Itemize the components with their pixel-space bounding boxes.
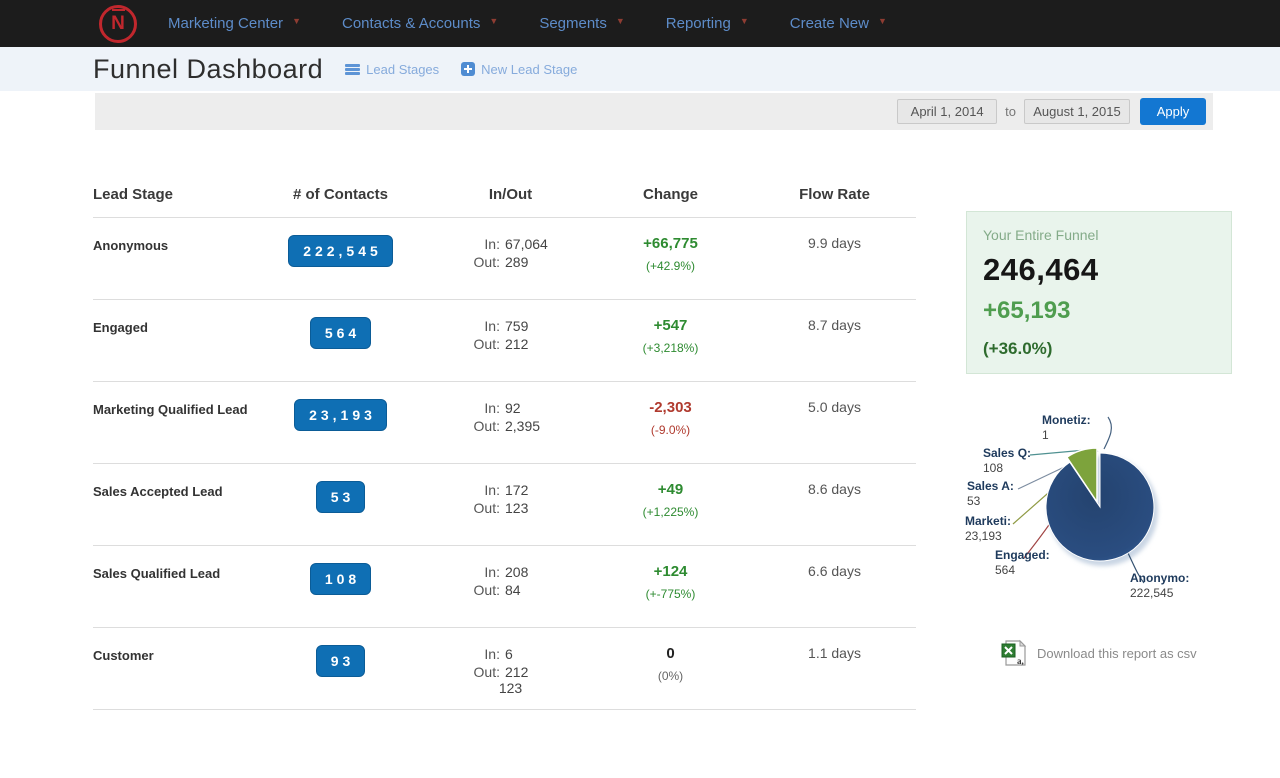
new-lead-stage-link[interactable]: New Lead Stage	[461, 62, 577, 77]
in-out-cell: In: 6 Out: 212 123	[473, 646, 529, 696]
funnel-pie-chart: Monetiz: 1 Sales Q: 108 Sales A: 53 Mark…	[958, 393, 1258, 628]
pie-label-sales-accepted: Sales A: 53	[967, 479, 1014, 508]
change-cell: +66,775 (+42.9%)	[643, 235, 698, 273]
table-header-row: Lead Stage # of Contacts In/Out Change F…	[93, 186, 916, 218]
change-cell: +547 (+3,218%)	[642, 317, 699, 355]
pie-label-sales-qualified: Sales Q: 108	[983, 446, 1032, 475]
pie-slice-marketing-qualified[interactable]	[1065, 447, 1098, 505]
change-cell: -2,303 (-9.0%)	[649, 399, 692, 437]
contacts-badge[interactable]: 108	[309, 563, 372, 595]
page-title: Funnel Dashboard	[93, 53, 324, 84]
stage-name: Customer	[93, 648, 154, 663]
in-out-cell: In: 67,064 Out: 289	[473, 236, 548, 270]
chevron-down-icon: ▼	[877, 15, 887, 26]
contacts-badge[interactable]: 53	[315, 481, 366, 513]
flow-rate-cell: 1.1 days	[808, 645, 861, 661]
change-cell: +124 (+-775%)	[645, 563, 696, 601]
in-out-cell: In: 208 Out: 84	[473, 564, 529, 598]
date-range-to-label: to	[1005, 104, 1016, 119]
col-header-change: Change	[642, 186, 698, 203]
col-header-flow-rate: Flow Rate	[799, 186, 870, 203]
nav-menu: Marketing Center ▼ Contacts & Accounts ▼…	[168, 15, 887, 32]
svg-text:a,: a,	[1017, 656, 1024, 666]
flow-rate-cell: 8.7 days	[808, 317, 861, 333]
table-row: Sales Qualified Lead 108 In: 208 Out: 84 +…	[93, 546, 916, 628]
in-out-cell: In: 759 Out: 212	[473, 318, 529, 352]
list-icon	[345, 63, 361, 75]
nav-item-contacts-accounts[interactable]: Contacts & Accounts ▼	[341, 15, 499, 32]
page-header: Funnel Dashboard Lead Stages New Lead St…	[0, 47, 1280, 91]
download-csv-link[interactable]: a, Download this report as csv	[998, 638, 1197, 668]
entire-funnel-summary: Your Entire Funnel 246,464 +65,193 (+36.…	[966, 211, 1232, 374]
csv-file-icon: a,	[1001, 639, 1027, 666]
pie-label-marketing-qualified: Marketi: 23,193	[965, 514, 1012, 543]
nav-item-create-new[interactable]: Create New ▼	[789, 15, 887, 32]
col-header-contacts: # of Contacts	[292, 186, 388, 203]
table-row: Engaged 564 In: 759 Out: 212 +547 (+3,218%…	[93, 300, 916, 382]
pie-label-engaged: Engaged: 564	[995, 548, 1050, 577]
lead-stages-link[interactable]: Lead Stages	[345, 62, 439, 77]
in-out-cell: In: 172 Out: 123	[473, 482, 529, 516]
change-cell: 0 (0%)	[657, 645, 684, 683]
pie-slice-anonymous[interactable]	[1045, 452, 1155, 562]
nav-item-segments[interactable]: Segments ▼	[539, 15, 625, 32]
date-to-input[interactable]	[1024, 99, 1130, 124]
download-csv-label: Download this report as csv	[1037, 645, 1197, 661]
flow-rate-cell: 9.9 days	[808, 235, 861, 251]
col-header-in-out: In/Out	[488, 186, 533, 203]
table-row: Anonymous 222,545 In: 67,064 Out: 289 +66,…	[93, 218, 916, 300]
date-range-toolbar: to Apply	[95, 93, 1213, 130]
summary-percent: (+36.0%)	[983, 339, 1053, 358]
nav-item-marketing-center[interactable]: Marketing Center ▼	[168, 15, 301, 32]
funnel-table: Lead Stage # of Contacts In/Out Change F…	[93, 186, 916, 710]
table-row: Marketing Qualified Lead 23,193 In: 92 Ou…	[93, 382, 916, 464]
date-from-input[interactable]	[897, 99, 998, 124]
apply-button[interactable]: Apply	[1140, 98, 1206, 125]
flow-rate-cell: 6.6 days	[808, 563, 861, 579]
plus-icon	[461, 62, 476, 76]
contacts-badge[interactable]: 23,193	[294, 399, 387, 431]
col-header-lead-stage: Lead Stage	[93, 186, 174, 203]
chevron-down-icon: ▼	[739, 15, 749, 26]
summary-title: Your Entire Funnel	[983, 227, 1099, 243]
pie-svg	[1012, 416, 1158, 584]
stage-name: Sales Qualified Lead	[93, 566, 221, 581]
summary-delta: +65,193	[983, 297, 1071, 324]
stage-name: Anonymous	[93, 238, 169, 253]
change-cell: +49 (+1,225%)	[642, 481, 699, 519]
contacts-badge[interactable]: 564	[309, 317, 372, 349]
chevron-down-icon: ▼	[615, 15, 625, 26]
logo-n-glyph: N	[111, 9, 125, 34]
stage-name: Sales Accepted Lead	[93, 484, 223, 499]
flow-rate-cell: 8.6 days	[808, 481, 861, 497]
pie-label-monetized: Monetiz: 1	[1042, 413, 1091, 442]
stage-name: Engaged	[93, 320, 148, 335]
leader-line-monetized	[1103, 416, 1112, 450]
summary-total: 246,464	[983, 252, 1099, 287]
flow-rate-cell: 5.0 days	[808, 399, 861, 415]
chevron-down-icon: ▼	[292, 15, 301, 26]
pie-label-anonymous: Anonymo: 222,545	[1130, 571, 1190, 600]
chevron-down-icon: ▼	[489, 15, 499, 26]
top-navigation-bar: N Marketing Center ▼ Contacts & Accounts…	[0, 0, 1280, 47]
contacts-badge[interactable]: 93	[315, 645, 366, 677]
contacts-badge[interactable]: 222,545	[288, 235, 393, 267]
stage-name: Marketing Qualified Lead	[93, 402, 248, 417]
brand-logo[interactable]: N	[99, 5, 137, 43]
table-row: Customer 93 In: 6 Out: 212 123 0 (0%) 1.1 …	[93, 628, 916, 710]
in-out-cell: In: 92 Out: 2,395	[473, 400, 541, 434]
nav-item-reporting[interactable]: Reporting ▼	[665, 15, 749, 32]
table-row: Sales Accepted Lead 53 In: 172 Out: 123 +4…	[93, 464, 916, 546]
